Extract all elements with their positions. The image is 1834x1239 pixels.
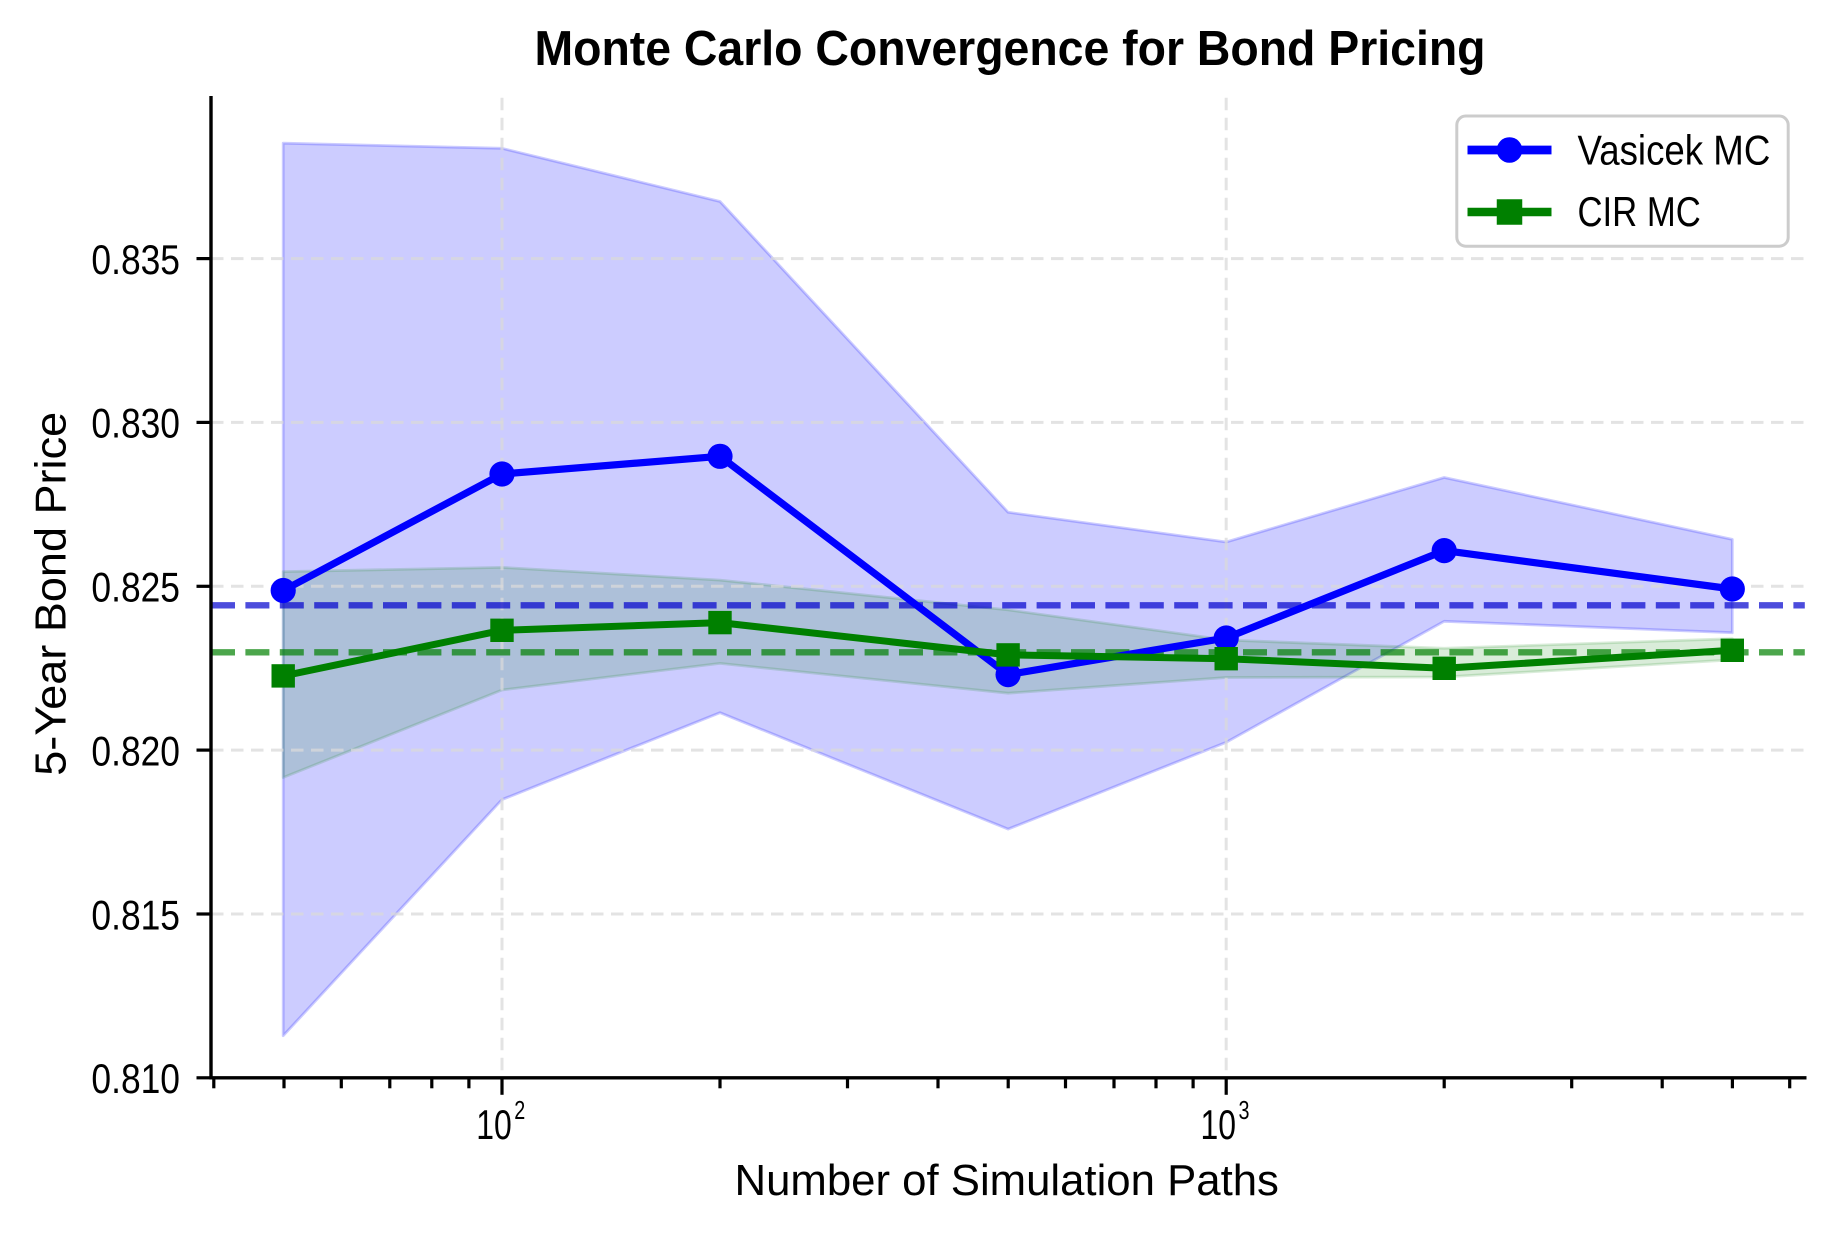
- svg-text:2: 2: [514, 1095, 525, 1124]
- svg-text:Number of Simulation Paths: Number of Simulation Paths: [734, 1156, 1278, 1205]
- svg-text:0.810: 0.810: [91, 1056, 180, 1102]
- svg-text:CIR MC: CIR MC: [1578, 189, 1701, 236]
- svg-text:0.835: 0.835: [91, 237, 180, 283]
- svg-text:0.815: 0.815: [91, 893, 180, 939]
- svg-text:0.820: 0.820: [91, 729, 180, 775]
- svg-text:0.825: 0.825: [91, 565, 180, 611]
- svg-text:Vasicek MC: Vasicek MC: [1578, 127, 1771, 174]
- svg-text:10: 10: [1201, 1101, 1237, 1148]
- svg-text:0.830: 0.830: [91, 401, 180, 447]
- svg-text:5-Year Bond Price: 5-Year Bond Price: [27, 412, 75, 776]
- svg-text:3: 3: [1239, 1095, 1250, 1124]
- svg-text:10: 10: [476, 1101, 512, 1148]
- svg-text:Monte Carlo Convergence for Bo: Monte Carlo Convergence for Bond Pricing: [534, 22, 1485, 76]
